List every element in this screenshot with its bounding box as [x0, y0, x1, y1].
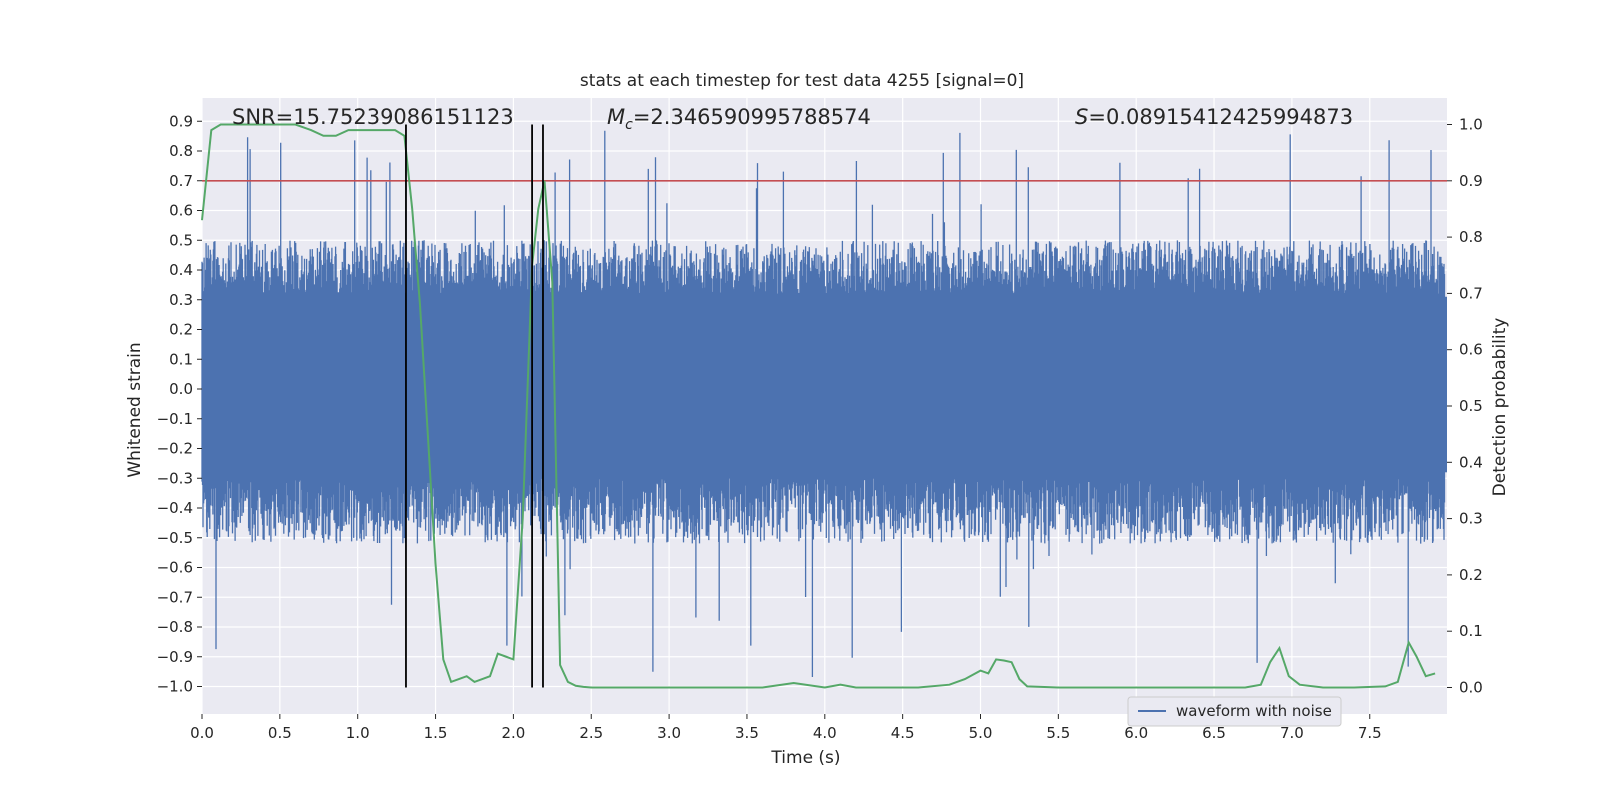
- y-right-tick-label: 0.7: [1459, 284, 1483, 302]
- x-tick-label: 1.5: [424, 724, 448, 742]
- y-left-tick-label: −0.2: [157, 440, 193, 458]
- chirp-mass-value: =2.346590995788574: [633, 105, 871, 129]
- y-right-axis-ticks: 1.0 0.9 0.8 0.7 0.6 0.5 0.4 0.3 0.2 0.1 0.0: [1447, 116, 1483, 697]
- probability-line: [201, 123, 1436, 689]
- y-left-tick-label: −0.9: [157, 648, 193, 666]
- s-annotation: S=0.08915412425994873: [1075, 105, 1353, 129]
- y-left-tick-label: 0.1: [169, 350, 193, 368]
- legend-label: waveform with noise: [1176, 702, 1332, 720]
- y-left-tick-label: −0.3: [157, 469, 193, 487]
- y-left-axis-label: Whitened strain: [125, 342, 145, 477]
- y-left-tick-label: 0.8: [169, 142, 193, 160]
- marker-lines: [405, 124, 544, 688]
- x-tick-label: 7.5: [1358, 724, 1382, 742]
- y-left-tick-label: 0.5: [169, 231, 193, 249]
- x-tick-label: 5.5: [1046, 724, 1070, 742]
- snr-annotation: SNR=15.75239086151123: [232, 105, 514, 129]
- x-tick-label: 4.0: [813, 724, 837, 742]
- y-left-tick-label: 0.7: [169, 172, 193, 190]
- x-tick-label: 7.0: [1280, 724, 1304, 742]
- y-right-tick-label: 0.1: [1459, 622, 1483, 640]
- x-tick-label: 0.0: [190, 724, 214, 742]
- y-right-tick-label: 0.4: [1459, 453, 1483, 471]
- probability-series: [201, 123, 1436, 689]
- y-right-axis-label: Detection probability: [1490, 318, 1510, 497]
- y-left-tick-label: −0.6: [157, 559, 193, 577]
- y-right-tick-label: 0.9: [1459, 172, 1483, 190]
- y-right-tick-label: 0.8: [1459, 228, 1483, 246]
- chart-title: stats at each timestep for test data 425…: [580, 71, 1024, 91]
- x-axis-label: Time (s): [770, 748, 840, 768]
- y-right-tick-label: 0.5: [1459, 397, 1483, 415]
- y-left-tick-label: −1.0: [157, 678, 193, 696]
- s-value: =0.08915412425994873: [1088, 105, 1353, 129]
- x-axis-ticks: 0.0 0.5 1.0 1.5 2.0 2.5 3.0 3.5 4.0 4.5 5.0 5.5 6.0 6…: [190, 714, 1382, 742]
- x-tick-label: 0.5: [268, 724, 292, 742]
- y-left-tick-label: 0.9: [169, 112, 193, 130]
- y-left-tick-label: −0.7: [157, 588, 193, 606]
- y-left-tick-label: 0.6: [169, 202, 193, 220]
- x-tick-label: 6.0: [1124, 724, 1148, 742]
- x-tick-label: 3.0: [657, 724, 681, 742]
- x-tick-label: 2.0: [501, 724, 525, 742]
- y-left-tick-label: 0.3: [169, 291, 193, 309]
- s-symbol: S: [1075, 105, 1088, 129]
- x-tick-label: 2.5: [579, 724, 603, 742]
- legend-box: [1127, 696, 1342, 727]
- legend: waveform with noise: [1127, 696, 1342, 727]
- y-right-tick-label: 1.0: [1459, 116, 1483, 134]
- y-right-tick-label: 0.6: [1459, 341, 1483, 359]
- y-left-tick-label: 0.2: [169, 321, 193, 339]
- waveform-series: [201, 130, 1447, 677]
- y-left-tick-label: −0.1: [157, 410, 193, 428]
- y-left-axis-ticks: 0.9 0.8 0.7 0.6 0.5 0.4 0.3 0.2 0.1 0.0 −0.1 −0.2 −0…: [157, 112, 202, 696]
- y-right-tick-label: 0.3: [1459, 510, 1483, 528]
- chirp-mass-symbol: M: [607, 105, 625, 129]
- y-left-tick-label: −0.5: [157, 529, 193, 547]
- y-left-tick-label: −0.8: [157, 618, 193, 636]
- y-left-tick-label: −0.4: [157, 499, 193, 517]
- x-tick-label: 6.5: [1202, 724, 1226, 742]
- y-left-tick-label: 0.0: [169, 380, 193, 398]
- chirp-mass-annotation: Mc=2.346590995788574: [607, 105, 871, 133]
- x-tick-label: 3.5: [735, 724, 759, 742]
- x-tick-label: 5.0: [969, 724, 993, 742]
- x-tick-label: 4.5: [891, 724, 915, 742]
- x-tick-label: 1.0: [346, 724, 370, 742]
- y-left-tick-label: 0.4: [169, 261, 193, 279]
- chirp-mass-subscript: c: [625, 117, 633, 133]
- waveform-line: [201, 130, 1446, 677]
- y-right-tick-label: 0.2: [1459, 566, 1483, 584]
- y-right-tick-label: 0.0: [1459, 679, 1483, 697]
